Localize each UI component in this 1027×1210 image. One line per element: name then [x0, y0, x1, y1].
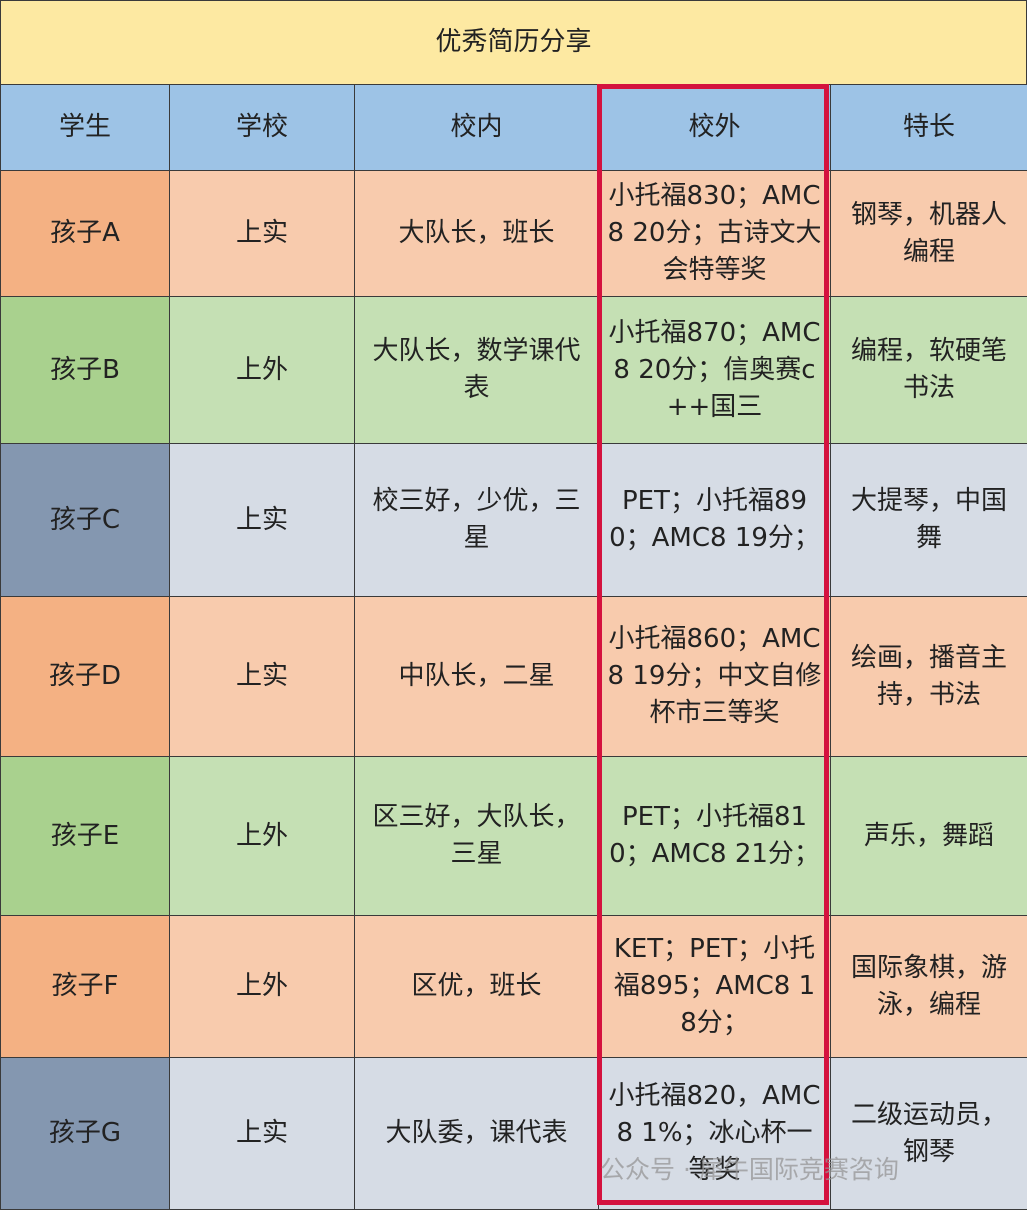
student-cell: 孩子A — [0, 170, 170, 297]
table-cell: 上外 — [169, 756, 355, 916]
table-cell: PET；小托福890；AMC8 19分； — [598, 443, 831, 597]
table-cell: 上实 — [169, 170, 355, 297]
table-cell: KET；PET；小托福895；AMC8 18分； — [598, 915, 831, 1058]
student-cell: 孩子B — [0, 296, 170, 444]
table-cell: 二级运动员，钢琴 — [830, 1057, 1027, 1210]
student-cell: 孩子D — [0, 596, 170, 757]
table-cell: 上实 — [169, 443, 355, 597]
table-cell: 大队委，课代表 — [354, 1057, 599, 1210]
student-cell: 孩子E — [0, 756, 170, 916]
table-cell: PET；小托福810；AMC8 21分； — [598, 756, 831, 916]
table-cell: 小托福860；AMC8 19分；中文自修杯市三等奖 — [598, 596, 831, 757]
table-cell: 编程，软硬笔书法 — [830, 296, 1027, 444]
student-cell: 孩子F — [0, 915, 170, 1058]
table-cell: 大队长，数学课代表 — [354, 296, 599, 444]
table-cell: 上实 — [169, 596, 355, 757]
header-cell: 校外 — [598, 84, 831, 171]
table-cell: 区优，班长 — [354, 915, 599, 1058]
table-cell: 声乐，舞蹈 — [830, 756, 1027, 916]
table-cell: 中队长，二星 — [354, 596, 599, 757]
table-cell: 小托福830；AMC8 20分；古诗文大会特等奖 — [598, 170, 831, 297]
table-cell: 上外 — [169, 915, 355, 1058]
table-cell: 绘画，播音主持，书法 — [830, 596, 1027, 757]
table-cell: 国际象棋，游泳，编程 — [830, 915, 1027, 1058]
table-cell: 小托福870；AMC8 20分；信奥赛c++国三 — [598, 296, 831, 444]
table-cell: 上实 — [169, 1057, 355, 1210]
watermark: 公众号 · 犀牛国际竞赛咨询 — [600, 1155, 899, 1184]
header-cell: 特长 — [830, 84, 1027, 171]
student-cell: 孩子G — [0, 1057, 170, 1210]
table-title: 优秀简历分享 — [0, 0, 1027, 85]
table-cell: 上外 — [169, 296, 355, 444]
table-cell: 大队长，班长 — [354, 170, 599, 297]
table-cell: 小托福820，AMC8 1%；冰心杯一等奖 — [598, 1057, 831, 1210]
table-cell: 大提琴，中国舞 — [830, 443, 1027, 597]
table-cell: 校三好，少优，三星 — [354, 443, 599, 597]
table-cell: 钢琴，机器人编程 — [830, 170, 1027, 297]
header-cell: 学生 — [0, 84, 170, 171]
header-cell: 学校 — [169, 84, 355, 171]
header-cell: 校内 — [354, 84, 599, 171]
student-cell: 孩子C — [0, 443, 170, 597]
table-cell: 区三好，大队长，三星 — [354, 756, 599, 916]
